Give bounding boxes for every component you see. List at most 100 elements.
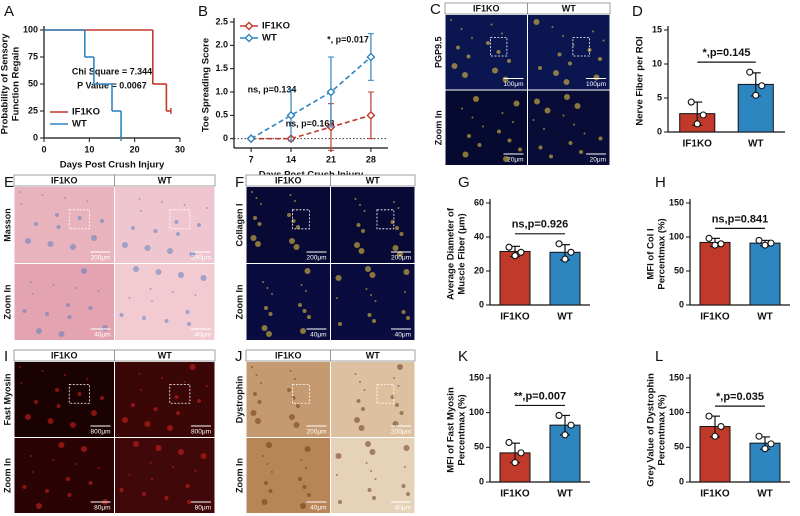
significance-label: *,p=0.035 [716, 391, 764, 403]
texture [187, 322, 191, 326]
texture [450, 19, 452, 21]
row-label: Masson [2, 208, 12, 242]
texture [264, 306, 268, 310]
texture [298, 477, 302, 481]
x-tick-label: 20 [130, 144, 140, 154]
texture [119, 488, 124, 492]
texture [602, 39, 605, 42]
panel-letter: G [458, 174, 470, 191]
scale-bar-label: 800μm [191, 429, 211, 436]
texture [367, 313, 372, 317]
significance-label: *,p=0.145 [702, 47, 750, 59]
texture [262, 455, 264, 457]
texture [335, 275, 342, 281]
texture [174, 395, 179, 399]
texture [367, 488, 372, 492]
texture [255, 241, 261, 247]
data-point [752, 91, 760, 99]
texture [189, 364, 196, 370]
marker [366, 110, 376, 120]
y-tick-label: 100 [23, 24, 38, 34]
x-tick-label: IF1KO [700, 312, 730, 323]
y-tick-label: 150 [469, 372, 484, 382]
panel-letter: H [655, 174, 666, 191]
texture [287, 388, 291, 392]
texture [358, 248, 365, 254]
texture [365, 288, 368, 290]
texture [564, 94, 570, 100]
column-label: IF1KO [51, 350, 78, 360]
column-header [527, 2, 611, 15]
texture [501, 112, 504, 114]
texture [138, 373, 141, 375]
data-point [761, 445, 769, 453]
y-axis-label: Percentmax (%) [657, 394, 668, 465]
texture [503, 156, 509, 162]
bar [499, 250, 531, 306]
panel-letter: F [235, 174, 244, 191]
scale-bar-label: 200μm [391, 429, 411, 436]
panel-letter: J [235, 348, 243, 365]
texture [271, 293, 273, 295]
x-tick-label: 30 [175, 144, 185, 154]
texture [133, 441, 139, 447]
zoom-box [572, 36, 590, 57]
x-tick-label: 10 [84, 144, 94, 154]
y-tick-label: 50 [474, 442, 484, 452]
texture [176, 232, 180, 236]
data-point [755, 236, 763, 244]
texture [30, 455, 32, 457]
micrograph [331, 187, 415, 263]
y-tick-label: 2.0 [215, 40, 228, 50]
data-point [758, 82, 766, 90]
data-point [511, 252, 519, 260]
texture [369, 272, 376, 278]
texture [266, 442, 272, 448]
texture [58, 331, 65, 337]
texture [266, 463, 269, 465]
data-point [717, 422, 725, 431]
texture [583, 132, 586, 135]
texture [370, 294, 372, 296]
scale-bar-label: 80μm [195, 505, 211, 512]
texture [20, 203, 23, 205]
texture [52, 459, 55, 461]
y-tick-label: 5 [657, 92, 662, 102]
x-tick-label: IF1KO [683, 139, 713, 150]
scale-bar-label: 40μm [395, 505, 411, 512]
y-tick-label: 1.0 [215, 86, 228, 96]
zoom-box [489, 36, 508, 57]
texture [266, 287, 269, 289]
data-point [705, 412, 713, 420]
texture [131, 403, 135, 407]
texture [289, 194, 292, 196]
texture [289, 370, 292, 372]
bar [549, 424, 581, 483]
row-label: Zoom In [2, 458, 12, 493]
annotation: ns, p=0.168 [286, 118, 335, 128]
texture [149, 288, 152, 290]
marker [246, 134, 256, 144]
texture [497, 129, 501, 134]
zoom-box [292, 209, 310, 230]
texture [155, 445, 162, 451]
texture [45, 489, 49, 493]
data-point [705, 234, 713, 242]
texture [183, 381, 186, 383]
texture [140, 389, 142, 391]
x-axis-label: Days Post Crush Injury [60, 160, 165, 171]
column-header [114, 174, 216, 187]
data-point [517, 248, 525, 256]
data-point [555, 411, 563, 419]
y-tick-label: 75 [28, 51, 38, 61]
texture [374, 478, 377, 480]
texture [178, 272, 184, 278]
texture [56, 225, 61, 229]
texture [534, 98, 540, 105]
texture [354, 373, 357, 375]
y-tick-label: 0 [679, 476, 684, 486]
texture [300, 459, 303, 461]
texture [307, 315, 311, 319]
texture [397, 385, 400, 387]
